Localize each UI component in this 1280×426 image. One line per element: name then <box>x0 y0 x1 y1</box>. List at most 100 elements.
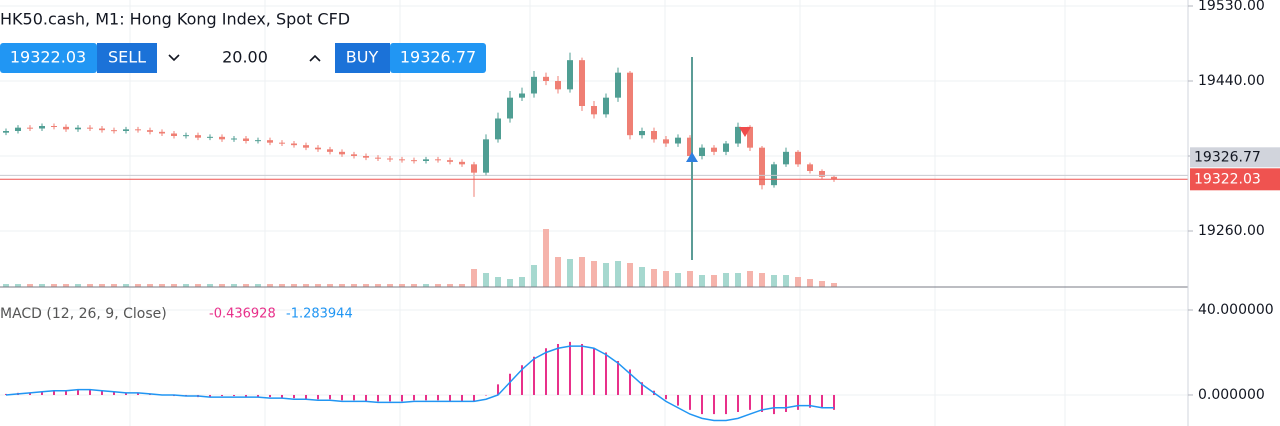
volume-bar <box>807 279 813 287</box>
volume-bar <box>183 284 189 287</box>
sell-price-button[interactable] <box>0 43 97 73</box>
volume-bar <box>747 271 753 287</box>
decrease-button[interactable] <box>168 54 180 62</box>
macd-histogram-bar <box>557 343 559 395</box>
candle-body <box>507 97 513 119</box>
macd-histogram-bar <box>305 394 307 400</box>
buy-button[interactable] <box>335 43 390 73</box>
volume-bar <box>63 284 69 287</box>
macd-histogram-bar <box>65 390 67 395</box>
macd-histogram-bar <box>29 392 31 395</box>
candle-body <box>399 159 405 161</box>
candle-body <box>783 151 789 165</box>
macd-histogram-bar <box>761 394 763 412</box>
candle-body <box>63 126 69 130</box>
macd-histogram-bar <box>461 394 463 402</box>
quantity[interactable]: 20.00 <box>222 48 268 67</box>
candle-body <box>771 164 777 186</box>
macd-histogram-bar <box>797 394 799 410</box>
macd-histogram-bar <box>377 394 379 402</box>
candle-body <box>663 139 669 144</box>
candle-body <box>291 143 297 146</box>
candle-body <box>279 142 285 144</box>
volume-bar <box>303 284 309 287</box>
volume-bar <box>555 257 561 287</box>
volume-bar <box>135 284 141 287</box>
macd-histogram-bar <box>617 360 619 395</box>
volume-bar <box>387 284 393 287</box>
increase-button[interactable] <box>309 54 321 62</box>
macd-histogram-bar <box>137 392 139 395</box>
candle-body <box>651 131 657 140</box>
candle-body <box>639 131 645 136</box>
volume-bar <box>147 284 153 287</box>
volume-bar <box>819 281 825 287</box>
ask-label-box <box>1190 147 1280 168</box>
volume-bar <box>171 284 177 287</box>
volume-bar <box>723 273 729 287</box>
macd-histogram-bar <box>485 394 487 396</box>
macd-histogram-bar <box>533 356 535 395</box>
volume-bar <box>699 275 705 287</box>
sell-label: SELL <box>108 48 146 67</box>
candle-body <box>387 158 393 160</box>
ask-label: 19326.77 <box>1194 149 1261 165</box>
candle-body <box>363 156 369 158</box>
candle-body <box>75 127 81 130</box>
macd-histogram-bar <box>569 341 571 395</box>
candle-body <box>147 130 153 132</box>
volume-bar <box>51 284 57 287</box>
candle-body <box>735 126 741 144</box>
candle-body <box>591 106 597 115</box>
macd-line <box>5 345 834 422</box>
macd-histogram-bar <box>701 394 703 415</box>
macd-histogram-bar <box>245 394 247 398</box>
macd-histogram-bar <box>353 394 355 401</box>
y-tick-label: 19260.00 <box>1198 223 1265 239</box>
candle-body <box>375 157 381 159</box>
bid-label: 19322.03 <box>1194 171 1261 187</box>
candle-body <box>567 60 573 90</box>
buy-price-button[interactable] <box>390 43 486 73</box>
macd-histogram-bar <box>809 394 811 408</box>
volume-bar <box>795 277 801 287</box>
candle-body <box>171 133 177 136</box>
volume-bar <box>519 277 525 287</box>
macd-histogram-bar <box>53 390 55 395</box>
volume-bar <box>207 284 213 287</box>
macd-histogram-bar <box>389 394 391 402</box>
macd-histogram-bar <box>473 394 475 402</box>
macd-histogram-bar <box>821 394 823 408</box>
candle-body <box>219 136 225 140</box>
volume-bar <box>423 284 429 287</box>
candle-body <box>603 97 609 115</box>
macd-histogram-bar <box>401 394 403 402</box>
macd-histogram-bar <box>665 394 667 400</box>
volume-bar <box>483 273 489 287</box>
volume-bar <box>75 284 81 287</box>
volume-bar <box>675 273 681 287</box>
volume-bar <box>603 263 609 287</box>
macd-histogram-bar <box>605 352 607 395</box>
macd-histogram-bar <box>293 394 295 399</box>
candle-body <box>483 139 489 173</box>
volume-bar <box>507 279 513 287</box>
candle-body <box>531 76 537 94</box>
candle-body <box>759 147 765 186</box>
macd-histogram-bar <box>713 394 715 415</box>
macd-histogram-bar <box>689 394 691 410</box>
macd-histogram-bar <box>581 343 583 395</box>
macd-histogram-bar <box>497 384 499 395</box>
bid-label-box <box>1190 168 1280 191</box>
volume-bar <box>411 284 417 287</box>
macd-histogram-bar <box>413 394 415 401</box>
axis-layer: 19530.0019440.0019350.0019260.0019326.77… <box>1188 0 1280 403</box>
y-tick-label: 40.000000 <box>1198 302 1274 318</box>
macd-hist-value: -0.436928 <box>209 307 276 322</box>
y-tick-label: 19440.00 <box>1198 73 1265 89</box>
candle-body <box>747 126 753 148</box>
volume-bar <box>543 229 549 287</box>
candle-body <box>3 131 9 133</box>
candle-body <box>123 129 129 131</box>
sell-button[interactable] <box>97 43 157 73</box>
